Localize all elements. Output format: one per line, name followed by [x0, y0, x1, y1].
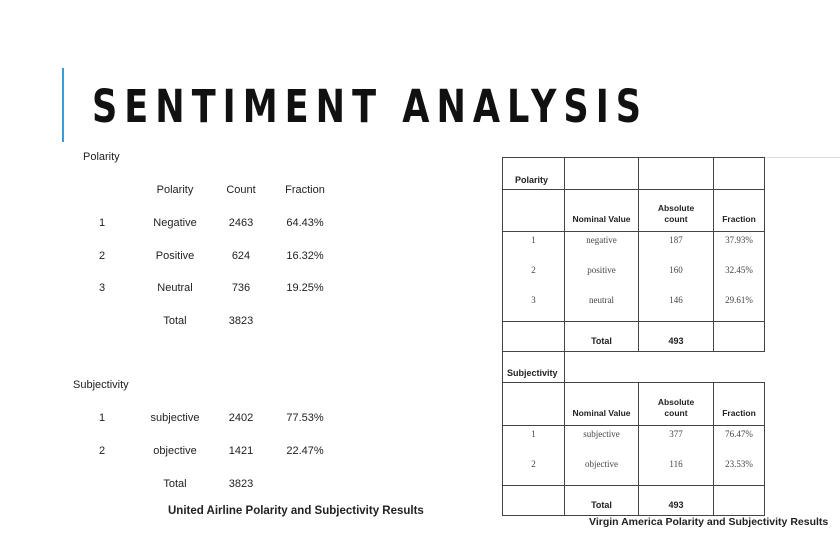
- row-fraction: 22.47%: [286, 445, 324, 457]
- virgin-polarity-label: Polarity: [515, 175, 549, 185]
- virgin-header-absolute: Absolute: [657, 397, 695, 407]
- virgin-header-fraction: Fraction: [722, 408, 756, 418]
- row-index: 2: [531, 265, 536, 275]
- virgin-subjectivity-total-label: Total: [591, 500, 612, 510]
- row-fraction: 19.25%: [286, 282, 324, 294]
- row-index: 1: [531, 235, 536, 245]
- row-fraction: 64.43%: [286, 217, 324, 229]
- row-fraction: 77.53%: [286, 412, 324, 424]
- virgin-header-nominal: Nominal Value: [572, 214, 631, 224]
- united-subjectivity-total: 3823: [228, 478, 254, 490]
- row-count: 736: [231, 282, 251, 294]
- row-fraction: 32.45%: [725, 265, 753, 275]
- row-label: Negative: [153, 217, 197, 229]
- row-count: 624: [231, 250, 251, 262]
- row-index: 2: [531, 459, 536, 469]
- virgin-header-count: count: [664, 408, 688, 418]
- row-label: objective: [153, 445, 197, 457]
- virgin-polarity-total: 493: [668, 336, 684, 346]
- row-label: subjective: [150, 412, 200, 424]
- virgin-header-nominal: Nominal Value: [572, 408, 631, 418]
- virgin-caption: Virgin America Polarity and Subjectivity…: [589, 516, 829, 528]
- row-count: 116: [669, 459, 683, 469]
- row-label: Neutral: [157, 282, 193, 294]
- page-title: SENTIMENT ANALYSIS: [92, 80, 649, 133]
- row-index: 1: [98, 412, 106, 424]
- row-label: neutral: [589, 295, 614, 305]
- row-label: negative: [586, 235, 617, 245]
- row-count: 146: [669, 295, 683, 305]
- united-polarity-total: 3823: [228, 315, 254, 327]
- row-index: 2: [98, 250, 106, 262]
- row-index: 1: [531, 429, 536, 439]
- united-caption: United Airline Polarity and Subjectivity…: [168, 505, 424, 517]
- row-label: objective: [585, 459, 618, 469]
- row-fraction: 23.53%: [725, 459, 753, 469]
- title-accent-bar: [62, 68, 64, 142]
- united-header-polarity: Polarity: [156, 184, 194, 196]
- row-fraction: 76.47%: [725, 429, 753, 439]
- row-index: 1: [98, 217, 106, 229]
- row-label: Positive: [155, 250, 195, 262]
- row-label: subjective: [583, 429, 620, 439]
- table-cell: [502, 351, 565, 383]
- table-cell: [713, 321, 765, 352]
- united-subjectivity-total-label: Total: [163, 478, 187, 490]
- row-index: 3: [531, 295, 536, 305]
- virgin-header-count: count: [664, 214, 688, 224]
- row-fraction: 29.61%: [725, 295, 753, 305]
- virgin-subjectivity-label: Subjectivity: [507, 368, 558, 378]
- virgin-header-fraction: Fraction: [722, 214, 756, 224]
- virgin-header-absolute: Absolute: [657, 203, 695, 213]
- united-polarity-heading: Polarity: [83, 151, 120, 163]
- row-fraction: 16.32%: [286, 250, 324, 262]
- row-label: positive: [587, 265, 616, 275]
- row-fraction: 37.93%: [725, 235, 753, 245]
- row-count: 187: [669, 235, 683, 245]
- row-count: 2463: [228, 217, 254, 229]
- united-header-fraction: Fraction: [285, 184, 325, 196]
- divider-line: [765, 157, 840, 158]
- table-cell: [502, 189, 765, 232]
- united-polarity-total-label: Total: [163, 315, 187, 327]
- row-count: 160: [669, 265, 683, 275]
- row-count: 377: [669, 429, 683, 439]
- virgin-polarity-total-label: Total: [591, 336, 612, 346]
- row-count: 2402: [228, 412, 254, 424]
- row-index: 2: [98, 445, 106, 457]
- virgin-subjectivity-total: 493: [668, 500, 684, 510]
- united-header-count: Count: [226, 184, 256, 196]
- table-cell: [502, 425, 765, 486]
- row-index: 3: [98, 282, 106, 294]
- row-count: 1421: [228, 445, 254, 457]
- united-subjectivity-heading: Subjectivity: [73, 379, 129, 391]
